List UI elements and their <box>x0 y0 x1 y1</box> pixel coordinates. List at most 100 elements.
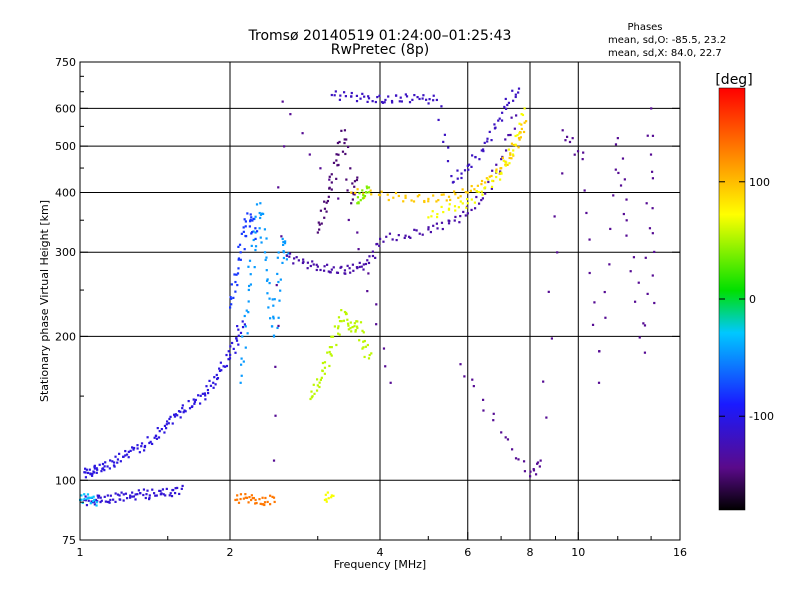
data-point <box>517 146 520 149</box>
data-point <box>146 489 149 492</box>
data-point <box>542 380 545 383</box>
data-point <box>142 493 145 497</box>
data-point <box>170 494 174 498</box>
data-point <box>394 191 398 195</box>
data-point <box>178 492 181 496</box>
data-point <box>277 186 280 189</box>
data-point <box>367 261 371 265</box>
data-point <box>323 372 326 375</box>
data-point <box>576 150 580 153</box>
data-point <box>151 442 154 446</box>
data-point <box>534 473 538 476</box>
data-point <box>614 143 618 146</box>
data-point <box>520 112 523 116</box>
data-point <box>432 99 435 102</box>
data-point <box>329 353 332 356</box>
data-point <box>427 102 430 105</box>
data-point <box>237 334 240 337</box>
data-point <box>254 231 257 234</box>
data-point <box>259 216 262 220</box>
data-point <box>93 498 96 501</box>
data-point <box>498 172 501 175</box>
data-point <box>404 196 407 199</box>
data-point <box>80 498 83 501</box>
data-point <box>237 267 240 270</box>
data-point <box>248 259 252 262</box>
data-point <box>353 322 356 325</box>
data-point <box>413 93 416 97</box>
x-tick-label: 2 <box>227 546 234 559</box>
data-point <box>518 132 521 135</box>
data-point <box>222 365 225 368</box>
data-point <box>84 471 87 474</box>
data-point <box>328 350 331 354</box>
data-point <box>93 464 96 467</box>
data-point <box>350 95 353 98</box>
data-point <box>88 496 92 499</box>
data-point <box>561 129 564 132</box>
data-point <box>350 191 353 194</box>
data-point <box>321 361 325 365</box>
data-point <box>319 268 322 272</box>
data-point <box>556 251 559 254</box>
data-point <box>358 339 361 342</box>
data-point <box>281 261 284 265</box>
data-point <box>89 473 92 476</box>
data-point <box>532 469 536 472</box>
data-point <box>650 107 653 110</box>
data-point <box>204 394 207 397</box>
data-point <box>486 137 489 140</box>
y-axis-label: Stationary phase Virtual Height [km] <box>38 200 51 402</box>
data-point <box>341 150 345 153</box>
data-point <box>308 153 311 156</box>
data-point <box>643 351 647 354</box>
data-point <box>371 100 374 103</box>
data-point <box>354 330 357 333</box>
data-point <box>302 258 305 261</box>
data-point <box>165 487 168 491</box>
data-point <box>246 212 249 215</box>
data-point <box>158 489 161 492</box>
data-point <box>335 177 338 180</box>
data-point <box>379 194 382 197</box>
data-point <box>145 493 148 496</box>
data-point <box>432 194 435 197</box>
data-point <box>502 159 505 162</box>
data-point <box>272 315 275 318</box>
data-point <box>474 155 477 159</box>
data-point <box>485 177 488 180</box>
data-point <box>249 273 252 276</box>
data-point <box>306 261 310 264</box>
data-point <box>539 459 542 462</box>
data-point <box>367 186 371 189</box>
data-point <box>236 272 240 275</box>
data-point <box>263 251 267 254</box>
data-point <box>234 290 237 293</box>
data-point <box>351 182 354 185</box>
data-point <box>81 501 84 504</box>
data-point <box>181 484 184 488</box>
data-point <box>139 492 142 495</box>
data-point <box>397 234 400 237</box>
data-point <box>120 491 123 494</box>
data-point <box>321 369 324 373</box>
data-point <box>470 165 473 168</box>
data-point <box>319 209 323 212</box>
data-point <box>481 193 484 196</box>
data-point <box>134 493 137 496</box>
chart-subtitle: RwPretec (8p) <box>331 42 429 58</box>
data-point <box>236 324 239 328</box>
data-point <box>258 211 261 215</box>
data-point <box>134 498 137 501</box>
data-point <box>488 175 491 178</box>
data-point <box>446 160 450 163</box>
data-point <box>245 235 248 238</box>
data-point <box>165 420 169 423</box>
data-point <box>522 130 526 134</box>
data-point <box>160 428 163 431</box>
y-tick-label: 100 <box>55 474 76 487</box>
data-point <box>588 238 591 241</box>
data-point <box>276 326 279 330</box>
data-point <box>486 140 489 143</box>
data-point <box>163 431 166 434</box>
